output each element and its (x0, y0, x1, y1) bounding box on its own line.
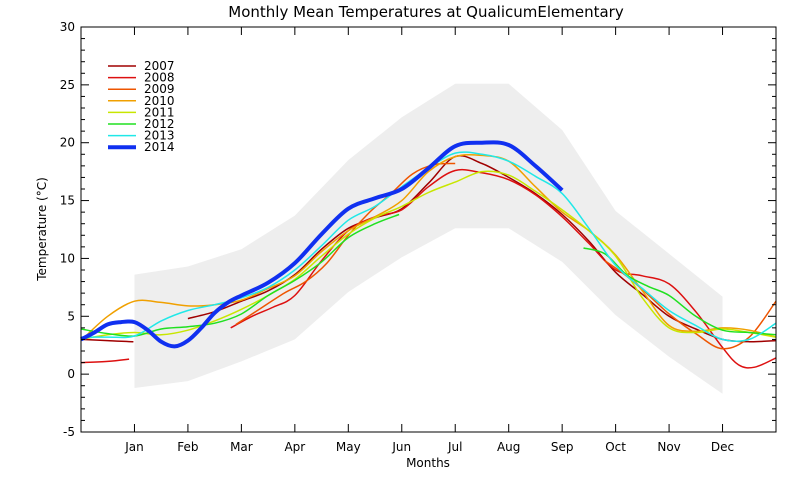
series-2014 (80, 140, 564, 349)
x-axis-title: Months (406, 456, 450, 470)
y-tick-label: 5 (67, 309, 75, 323)
legend-entry-2007: 2007 (108, 59, 175, 73)
x-tick-label: Dec (711, 440, 734, 454)
y-tick-label: 10 (60, 251, 75, 265)
legend-label: 2010 (144, 94, 175, 108)
series-2011-line (80, 170, 777, 341)
series-2014-line (80, 140, 564, 349)
range-band (134, 83, 723, 394)
x-tick-label: May (336, 440, 361, 454)
legend-entry-2014: 2014 (108, 140, 175, 154)
series-2010 (80, 153, 777, 342)
legend-entry-2009: 2009 (108, 82, 175, 96)
chart-title: Monthly Mean Temperatures at QualicumEle… (228, 3, 624, 21)
y-tick-label: 0 (67, 367, 75, 381)
x-tick-label: Apr (284, 440, 305, 454)
legend-entry-2010: 2010 (108, 94, 175, 108)
y-tick-label: 30 (60, 20, 75, 34)
x-tick-label: Jan (124, 440, 144, 454)
legend-label: 2011 (144, 105, 175, 119)
legend-entry-2011: 2011 (108, 105, 175, 119)
y-tick-label: 15 (60, 194, 75, 208)
legend-label: 2008 (144, 71, 175, 85)
y-tick-label: -5 (63, 425, 75, 439)
legend-label: 2007 (144, 59, 175, 73)
y-tick-label: 25 (60, 78, 75, 92)
series-2009-line (235, 162, 456, 326)
x-tick-label: Feb (177, 440, 198, 454)
series-2010-line (80, 153, 777, 342)
y-tick-label: 20 (60, 136, 75, 150)
x-tick-label: Aug (497, 440, 520, 454)
legend-entry-2012: 2012 (108, 117, 175, 131)
legend-entry-2013: 2013 (108, 129, 175, 143)
x-tick-label: Sep (551, 440, 574, 454)
x-tick-label: Nov (657, 440, 680, 454)
legend-label: 2014 (144, 140, 175, 154)
y-axis-title: Temperature (°C) (35, 177, 49, 282)
x-tick-label: Mar (230, 440, 253, 454)
x-tick-label: Jun (391, 440, 411, 454)
series-2007-line (80, 338, 134, 343)
legend-label: 2013 (144, 129, 175, 143)
series-2008-line (80, 358, 130, 364)
plot-frame (80, 26, 777, 433)
legend-label: 2012 (144, 117, 175, 131)
x-tick-label: Jul (447, 440, 462, 454)
legend-label: 2009 (144, 82, 175, 96)
x-tick-label: Oct (605, 440, 626, 454)
legend-entry-2008: 2008 (108, 71, 175, 85)
series-2011 (80, 170, 777, 341)
